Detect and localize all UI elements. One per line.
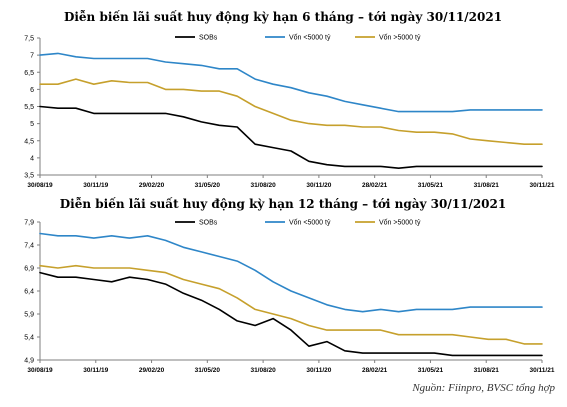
- x-tick-label: 30/11/21: [530, 182, 555, 189]
- chart-title: Diễn biến lãi suất huy động kỳ hạn 12 th…: [60, 196, 506, 211]
- x-tick-label: 29/02/20: [139, 182, 165, 189]
- x-tick-label: 28/02/21: [362, 367, 388, 374]
- y-tick-label: 6,9: [24, 266, 34, 273]
- y-tick-label: 7,5: [24, 36, 34, 43]
- y-tick-label: 7,9: [24, 220, 34, 227]
- legend-label: Vốn >5000 tỷ: [379, 33, 421, 42]
- y-tick-label: 4,9: [24, 358, 34, 365]
- x-tick-label: 30/11/20: [306, 367, 331, 374]
- x-tick-label: 31/05/21: [418, 182, 444, 189]
- legend-label: SOBs: [199, 220, 218, 227]
- x-tick-label: 31/05/20: [195, 367, 221, 374]
- x-tick-label: 31/05/20: [195, 182, 221, 189]
- series-line: [39, 264, 543, 345]
- y-tick-label: 6: [30, 87, 34, 94]
- chart-6-month: Diễn biến lãi suất huy động kỳ hạn 6 thá…: [24, 9, 555, 189]
- y-tick-label: 4: [30, 155, 34, 162]
- source-note: Nguồn: Fiinpro, BVSC tổng hợp: [412, 382, 555, 394]
- x-tick-label: 31/08/21: [474, 367, 500, 374]
- series-line: [39, 52, 543, 113]
- x-tick-label: 30/11/20: [306, 182, 331, 189]
- y-tick-label: 5,5: [24, 104, 34, 111]
- series-line: [39, 232, 543, 313]
- series-line: [39, 105, 543, 169]
- legend-label: Vốn <5000 tỷ: [289, 33, 331, 42]
- x-tick-label: 31/08/20: [250, 367, 276, 374]
- x-tick-label: 30/11/19: [83, 367, 108, 374]
- y-tick-label: 5,4: [24, 335, 34, 342]
- y-tick-label: 6,5: [24, 70, 34, 77]
- chart-12-month: Diễn biến lãi suất huy động kỳ hạn 12 th…: [24, 196, 555, 374]
- legend-label: Vốn >5000 tỷ: [379, 218, 421, 227]
- y-tick-label: 6,4: [24, 289, 34, 296]
- legend-label: Vốn <5000 tỷ: [289, 218, 331, 227]
- x-tick-label: 30/11/21: [530, 367, 555, 374]
- x-tick-label: 30/11/19: [83, 182, 108, 189]
- chart-title: Diễn biến lãi suất huy động kỳ hạn 6 thá…: [64, 9, 502, 24]
- y-tick-label: 7,4: [24, 243, 34, 250]
- y-tick-label: 5: [30, 121, 34, 128]
- y-tick-label: 4,5: [24, 138, 34, 145]
- x-tick-label: 29/02/20: [139, 367, 165, 374]
- x-tick-label: 31/08/21: [474, 182, 500, 189]
- y-tick-label: 7: [30, 53, 34, 60]
- x-tick-label: 30/08/19: [27, 182, 53, 189]
- x-tick-label: 28/02/21: [362, 182, 388, 189]
- x-tick-label: 31/08/20: [250, 182, 276, 189]
- x-tick-label: 30/08/19: [27, 367, 53, 374]
- y-tick-label: 5,9: [24, 312, 34, 319]
- series-line: [39, 78, 543, 145]
- series-line: [39, 271, 543, 357]
- x-tick-label: 31/05/21: [418, 367, 444, 374]
- y-tick-label: 3,5: [24, 173, 34, 180]
- legend-label: SOBs: [199, 35, 218, 42]
